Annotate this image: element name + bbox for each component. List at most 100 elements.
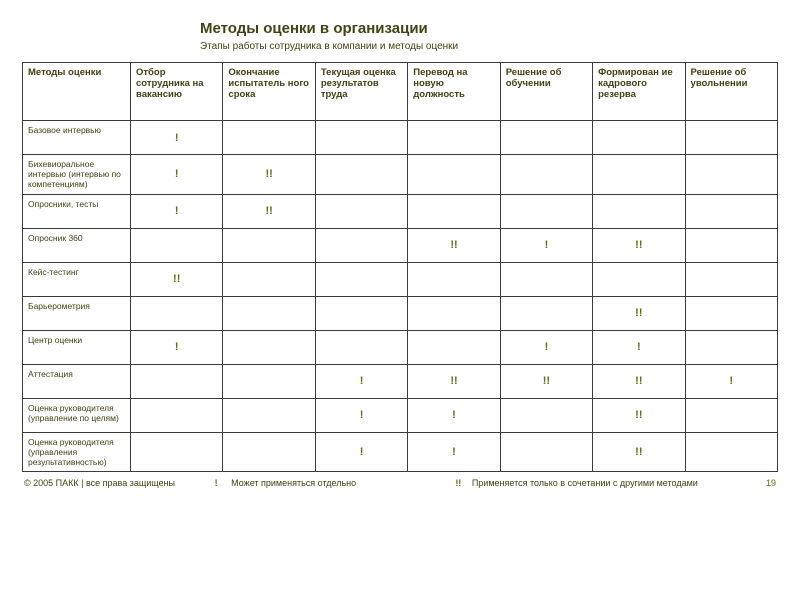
copyright: © 2005 ПАКК | все права защищены [24,478,194,488]
table-cell: !! [593,364,685,398]
table-cell: ! [685,364,777,398]
row-label: Оценка руководителя (управление по целям… [23,398,131,432]
table-row: Кейс-тестинг!! [23,262,778,296]
row-label: Оценка руководителя (управления результа… [23,432,131,472]
row-label: Базовое интервью [23,121,131,155]
table-cell: !! [131,262,223,296]
page-subtitle: Этапы работы сотрудника в компании и мет… [200,41,778,52]
page-title: Методы оценки в организации [200,20,778,37]
table-cell [500,432,592,472]
table-cell [315,262,407,296]
col-header: Решение об увольнении [685,63,777,121]
table-row: Опросники, тесты!!! [23,194,778,228]
table-cell [223,228,315,262]
table-cell: ! [315,364,407,398]
table-cell [685,432,777,472]
row-label: Барьерометрия [23,296,131,330]
legend-single: ! Может применяться отдельно [215,478,435,488]
table-cell: ! [500,228,592,262]
table-cell: !! [593,398,685,432]
table-cell [223,262,315,296]
legend-double-text: Применяется только в сочетании с другими… [472,478,698,488]
table-cell [131,296,223,330]
table-cell [685,121,777,155]
table-cell: ! [500,330,592,364]
table-cell [131,364,223,398]
table-cell: !! [408,228,500,262]
table-cell [315,296,407,330]
table-row: Центр оценки!!! [23,330,778,364]
table-cell [500,398,592,432]
table-cell [593,194,685,228]
col-header: Перевод на новую должность [408,63,500,121]
table-row: Аттестация!!!!!!!! [23,364,778,398]
table-cell [131,398,223,432]
table-cell: ! [315,432,407,472]
table-cell: ! [408,432,500,472]
row-label: Кейс-тестинг [23,262,131,296]
table-cell [593,121,685,155]
table-cell [500,262,592,296]
table-cell [685,398,777,432]
table-cell [131,432,223,472]
page-number: 19 [766,478,776,488]
row-label: Бихевиоральное интервью (интервью по ком… [23,155,131,195]
legend-double: !! Применяется только в сочетании с друг… [455,478,745,488]
table-row: Оценка руководителя (управления результа… [23,432,778,472]
table-cell: ! [131,194,223,228]
legend-single-mark: ! [215,478,229,488]
methods-table: Методы оценки Отбор сотрудника на ваканс… [22,62,778,472]
table-cell [223,330,315,364]
table-cell [223,364,315,398]
table-cell [315,194,407,228]
table-cell: ! [315,398,407,432]
table-cell [685,228,777,262]
col-header: Окончание испытатель ного срока [223,63,315,121]
table-row: Бихевиоральное интервью (интервью по ком… [23,155,778,195]
table-cell [593,262,685,296]
table-cell: ! [131,330,223,364]
table-cell: ! [131,155,223,195]
slide-page: Методы оценки в организации Этапы работы… [0,0,800,494]
row-label: Опросники, тесты [23,194,131,228]
table-cell [500,155,592,195]
table-cell [685,330,777,364]
col-header: Текущая оценка результатов труда [315,63,407,121]
table-cell [500,296,592,330]
legend-single-text: Может применяться отдельно [231,478,356,488]
table-cell [408,262,500,296]
table-cell [408,330,500,364]
table-cell [223,296,315,330]
table-cell [315,228,407,262]
footer: © 2005 ПАКК | все права защищены ! Может… [22,478,778,488]
table-row: Базовое интервью! [23,121,778,155]
table-cell [685,155,777,195]
table-cell [408,155,500,195]
table-cell [408,194,500,228]
table-cell: !! [223,155,315,195]
table-cell [223,121,315,155]
table-cell: !! [408,364,500,398]
table-row: Барьерометрия!! [23,296,778,330]
table-cell: !! [500,364,592,398]
table-cell [131,228,223,262]
col-header: Методы оценки [23,63,131,121]
table-cell [500,194,592,228]
table-cell: ! [131,121,223,155]
table-cell [685,262,777,296]
col-header: Формирован ие кадрового резерва [593,63,685,121]
table-cell [408,121,500,155]
table-cell: !! [223,194,315,228]
table-cell [223,398,315,432]
table-header-row: Методы оценки Отбор сотрудника на ваканс… [23,63,778,121]
table-cell [685,194,777,228]
table-cell: !! [593,228,685,262]
table-cell [500,121,592,155]
table-cell [593,155,685,195]
legend-double-mark: !! [455,478,469,488]
table-cell [685,296,777,330]
row-label: Центр оценки [23,330,131,364]
table-row: Опросник 360!!!!! [23,228,778,262]
table-cell: ! [593,330,685,364]
table-cell: !! [593,296,685,330]
